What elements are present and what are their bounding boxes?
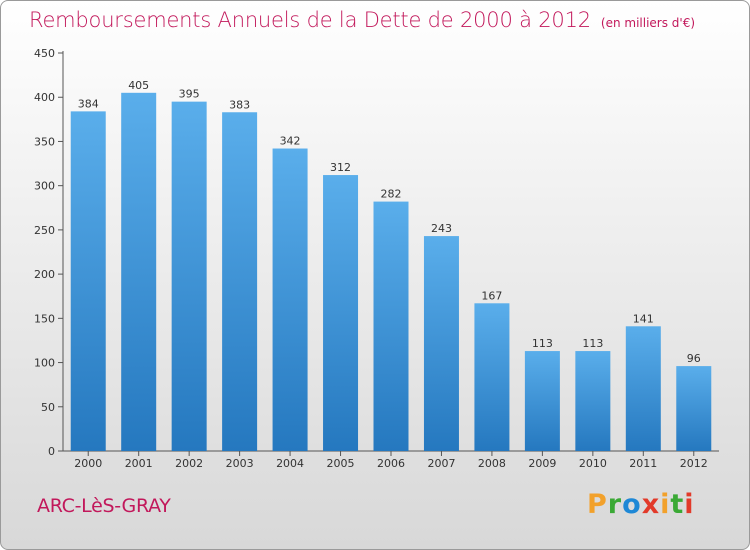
bar-2002	[171, 101, 207, 452]
bar-2000	[70, 111, 106, 451]
x-tick-label: 2004	[276, 457, 304, 470]
x-tick-label: 2001	[125, 457, 153, 470]
x-tick-label: 2010	[579, 457, 607, 470]
data-label: 395	[179, 88, 200, 101]
x-tick-label: 2011	[629, 457, 657, 470]
data-label: 383	[229, 98, 250, 111]
bar-2005	[323, 175, 359, 451]
bar-2009	[524, 351, 560, 451]
chart-axes: 0 50 100 150 200 250 300 350 400 450 2000 2001 2002 2…	[34, 47, 719, 470]
proxiti-logo-letter: r	[607, 489, 623, 520]
x-tick-label: 2000	[74, 457, 102, 470]
x-tick-label: 2005	[327, 457, 355, 470]
data-label: 312	[330, 161, 351, 174]
proxiti-logo-letter: o	[622, 489, 642, 520]
bar-2006	[373, 201, 409, 451]
chart-data-labels: 384 405 395 383 342 312 282 243 167 113 113 141 96	[78, 79, 701, 365]
y-tick-label: 100	[34, 357, 55, 370]
data-label: 141	[633, 312, 654, 325]
bar-2004	[272, 148, 308, 451]
bar-2012	[676, 366, 712, 451]
commune-name: ARC-LèS-GRAY	[37, 495, 171, 517]
proxiti-logo-letter: i	[660, 489, 671, 520]
x-tick-label: 2007	[427, 457, 455, 470]
y-tick-label: 200	[34, 268, 55, 281]
bar-2001	[121, 92, 157, 452]
bar-2007	[423, 236, 459, 451]
data-label: 113	[582, 337, 603, 350]
x-tick-label: 2003	[226, 457, 254, 470]
chart-title: Remboursements Annuels de la Dette de 20…	[29, 8, 695, 32]
y-tick-label: 0	[48, 445, 55, 458]
x-tick-label: 2008	[478, 457, 506, 470]
y-tick-label: 450	[34, 47, 55, 60]
y-tick-label: 300	[34, 180, 55, 193]
bar-2003	[222, 112, 258, 451]
y-tick-label: 50	[41, 401, 55, 414]
proxiti-logo-letter: x	[641, 489, 661, 520]
x-tick-label: 2012	[680, 457, 708, 470]
proxiti-logo-letter: P	[587, 489, 608, 520]
data-label: 282	[381, 188, 402, 201]
data-label: 384	[78, 97, 99, 110]
proxiti-logo-letter: i	[684, 489, 695, 520]
bar-2011	[625, 326, 661, 451]
y-tick-label: 350	[34, 135, 55, 148]
data-label: 342	[280, 135, 301, 148]
x-tick-label: 2009	[528, 457, 556, 470]
data-label: 96	[687, 352, 701, 365]
proxiti-logo: Proxiti	[587, 489, 695, 520]
y-tick-label: 150	[34, 312, 55, 325]
y-tick-label: 250	[34, 224, 55, 237]
proxiti-logo-letter: t	[670, 489, 685, 520]
chart-bars	[70, 92, 712, 452]
bar-2008	[474, 303, 510, 451]
data-label: 167	[481, 289, 502, 302]
x-tick-label: 2002	[175, 457, 203, 470]
x-tick-label: 2006	[377, 457, 405, 470]
bar-2010	[575, 351, 611, 451]
data-label: 405	[128, 79, 149, 92]
data-label: 243	[431, 222, 452, 235]
data-label: 113	[532, 337, 553, 350]
y-tick-label: 400	[34, 91, 55, 104]
chart-subtitle: (en milliers d'€)	[600, 16, 696, 30]
chart-title-main: Remboursements Annuels de la Dette de 20…	[29, 8, 591, 32]
